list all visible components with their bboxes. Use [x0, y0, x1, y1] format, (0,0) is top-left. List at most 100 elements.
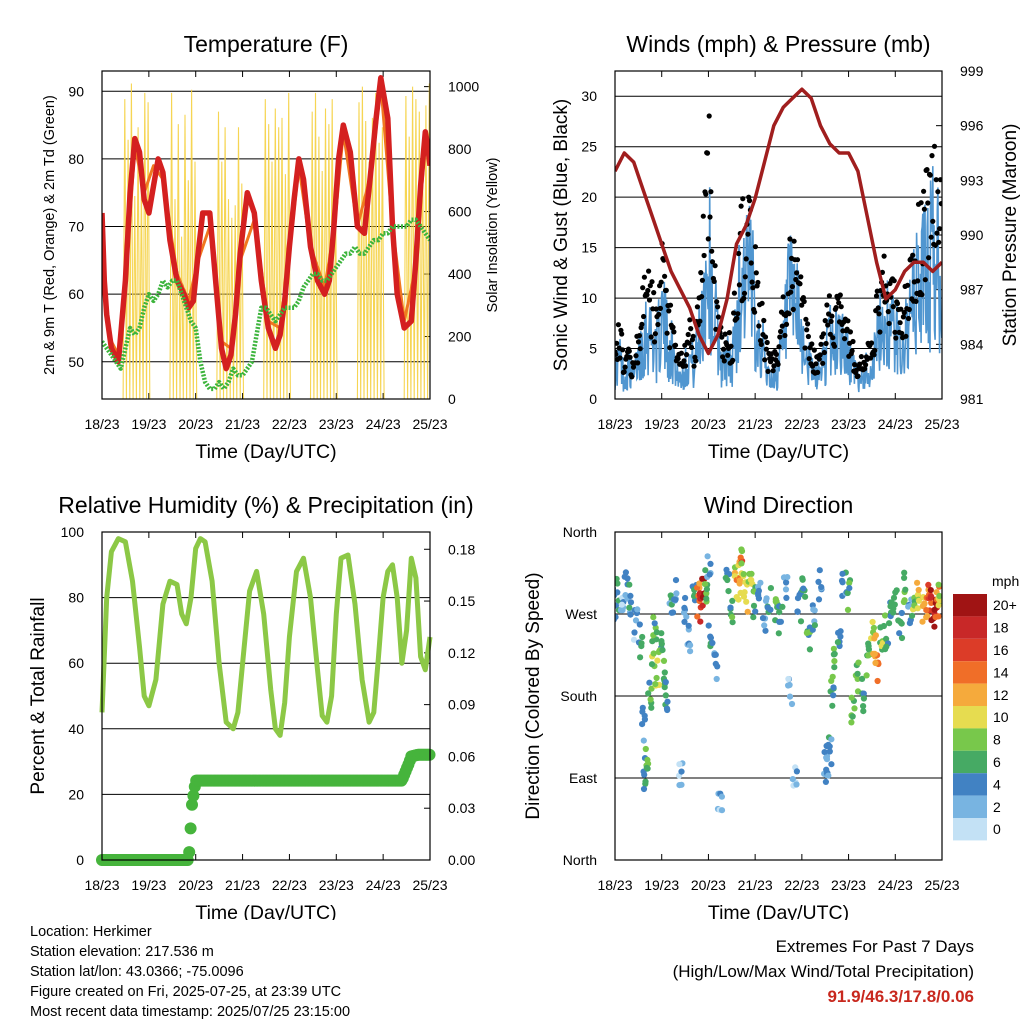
gust-point: [853, 367, 859, 373]
gust-point: [715, 304, 721, 310]
y-right-tick-label: 987: [960, 282, 984, 298]
gust-point: [721, 358, 727, 364]
gust-point: [648, 334, 654, 340]
gust-point: [630, 364, 637, 370]
direction-point: [682, 594, 689, 602]
direction-point: [663, 705, 671, 712]
x-axis-label: Time (Day/UTC): [708, 902, 849, 920]
direction-point: [729, 597, 736, 605]
x-tick-label: 23/23: [319, 877, 354, 893]
gust-point: [847, 329, 854, 335]
direction-point: [738, 560, 745, 567]
direction-point: [802, 593, 809, 600]
direction-point: [676, 782, 683, 789]
gust-point: [910, 252, 916, 258]
gust-point: [790, 306, 796, 312]
gust-point: [621, 369, 627, 375]
gust-point: [919, 292, 925, 298]
direction-point: [896, 630, 903, 637]
y-right-tick-label: 1000: [448, 79, 479, 95]
direction-point: [849, 713, 856, 720]
direction-point: [874, 677, 881, 685]
direction-point: [923, 607, 930, 614]
direction-point: [653, 674, 660, 682]
direction-point: [671, 596, 678, 603]
gust-point: [640, 285, 646, 291]
y-tick-label: 25: [581, 139, 597, 155]
station-pressure-line: [615, 87, 942, 356]
direction-point: [785, 675, 792, 683]
legend-label: 20+: [993, 597, 1017, 613]
direction-point: [712, 660, 719, 668]
gust-point: [656, 311, 662, 317]
recent-timestamp-text: Most recent data timestamp: 2025/07/25 2…: [30, 1004, 351, 1020]
gust-point: [868, 340, 875, 346]
panel-title: Winds (mph) & Pressure (mb): [626, 31, 930, 57]
direction-point: [646, 679, 653, 686]
direction-point: [834, 639, 842, 646]
direction-point: [703, 586, 711, 593]
direction-point: [890, 605, 897, 612]
direction-point: [697, 618, 704, 625]
direction-point: [919, 602, 927, 610]
x-tick-label: 22/23: [784, 416, 819, 432]
gust-point: [635, 360, 641, 366]
direction-point: [882, 646, 889, 653]
direction-point: [854, 670, 861, 677]
legend-label: 12: [993, 687, 1009, 703]
gust-point: [647, 283, 653, 289]
direction-point: [764, 604, 771, 611]
gust-point: [688, 344, 695, 350]
gust-point: [687, 317, 693, 323]
direction-point: [815, 596, 823, 603]
extremes-title: Extremes For Past 7 Days: [775, 937, 974, 956]
gust-point: [906, 306, 912, 313]
y-right-tick-label: 600: [448, 204, 472, 220]
y-tick-label: 80: [68, 151, 84, 167]
direction-point: [848, 719, 855, 726]
gust-point: [636, 333, 643, 339]
gust-point: [698, 270, 704, 276]
gust-point: [858, 354, 865, 360]
direction-point: [619, 607, 626, 614]
gust-point: [743, 256, 749, 262]
gust-point: [824, 302, 830, 308]
direction-point: [898, 634, 906, 642]
legend-label: 16: [993, 642, 1009, 658]
direction-point: [826, 748, 833, 755]
direction-point: [925, 581, 932, 589]
gust-point: [818, 341, 824, 347]
legend-swatch: [953, 773, 987, 796]
gust-point: [742, 274, 748, 280]
direction-point: [871, 650, 878, 658]
direction-point: [810, 606, 817, 613]
direction-point: [627, 611, 634, 618]
direction-point: [927, 587, 934, 594]
direction-point: [632, 617, 640, 624]
gust-point: [863, 362, 869, 368]
gust-point: [789, 284, 796, 290]
y-right-tick-label: 0.03: [448, 800, 475, 816]
y-tick-label: 60: [68, 286, 84, 302]
direction-point: [871, 635, 878, 642]
direction-point: [729, 614, 736, 621]
direction-point: [915, 586, 922, 594]
gust-point: [706, 113, 712, 119]
gust-point: [928, 234, 934, 240]
y-right-tick-label: 0.15: [448, 593, 475, 609]
gust-point: [615, 322, 622, 328]
gust-point: [892, 329, 898, 335]
gust-point: [617, 355, 623, 361]
direction-point: [828, 736, 835, 743]
direction-point: [615, 589, 621, 596]
y-tick-label: 5: [589, 341, 597, 357]
gust-point: [937, 226, 942, 232]
gust-point: [811, 347, 817, 353]
gust-point: [931, 143, 938, 149]
x-tick-label: 18/23: [597, 416, 632, 432]
direction-point: [755, 587, 763, 594]
direction-point: [823, 766, 830, 773]
gust-point: [804, 327, 810, 333]
y-tick-label: 50: [68, 354, 84, 370]
direction-point: [639, 721, 646, 728]
